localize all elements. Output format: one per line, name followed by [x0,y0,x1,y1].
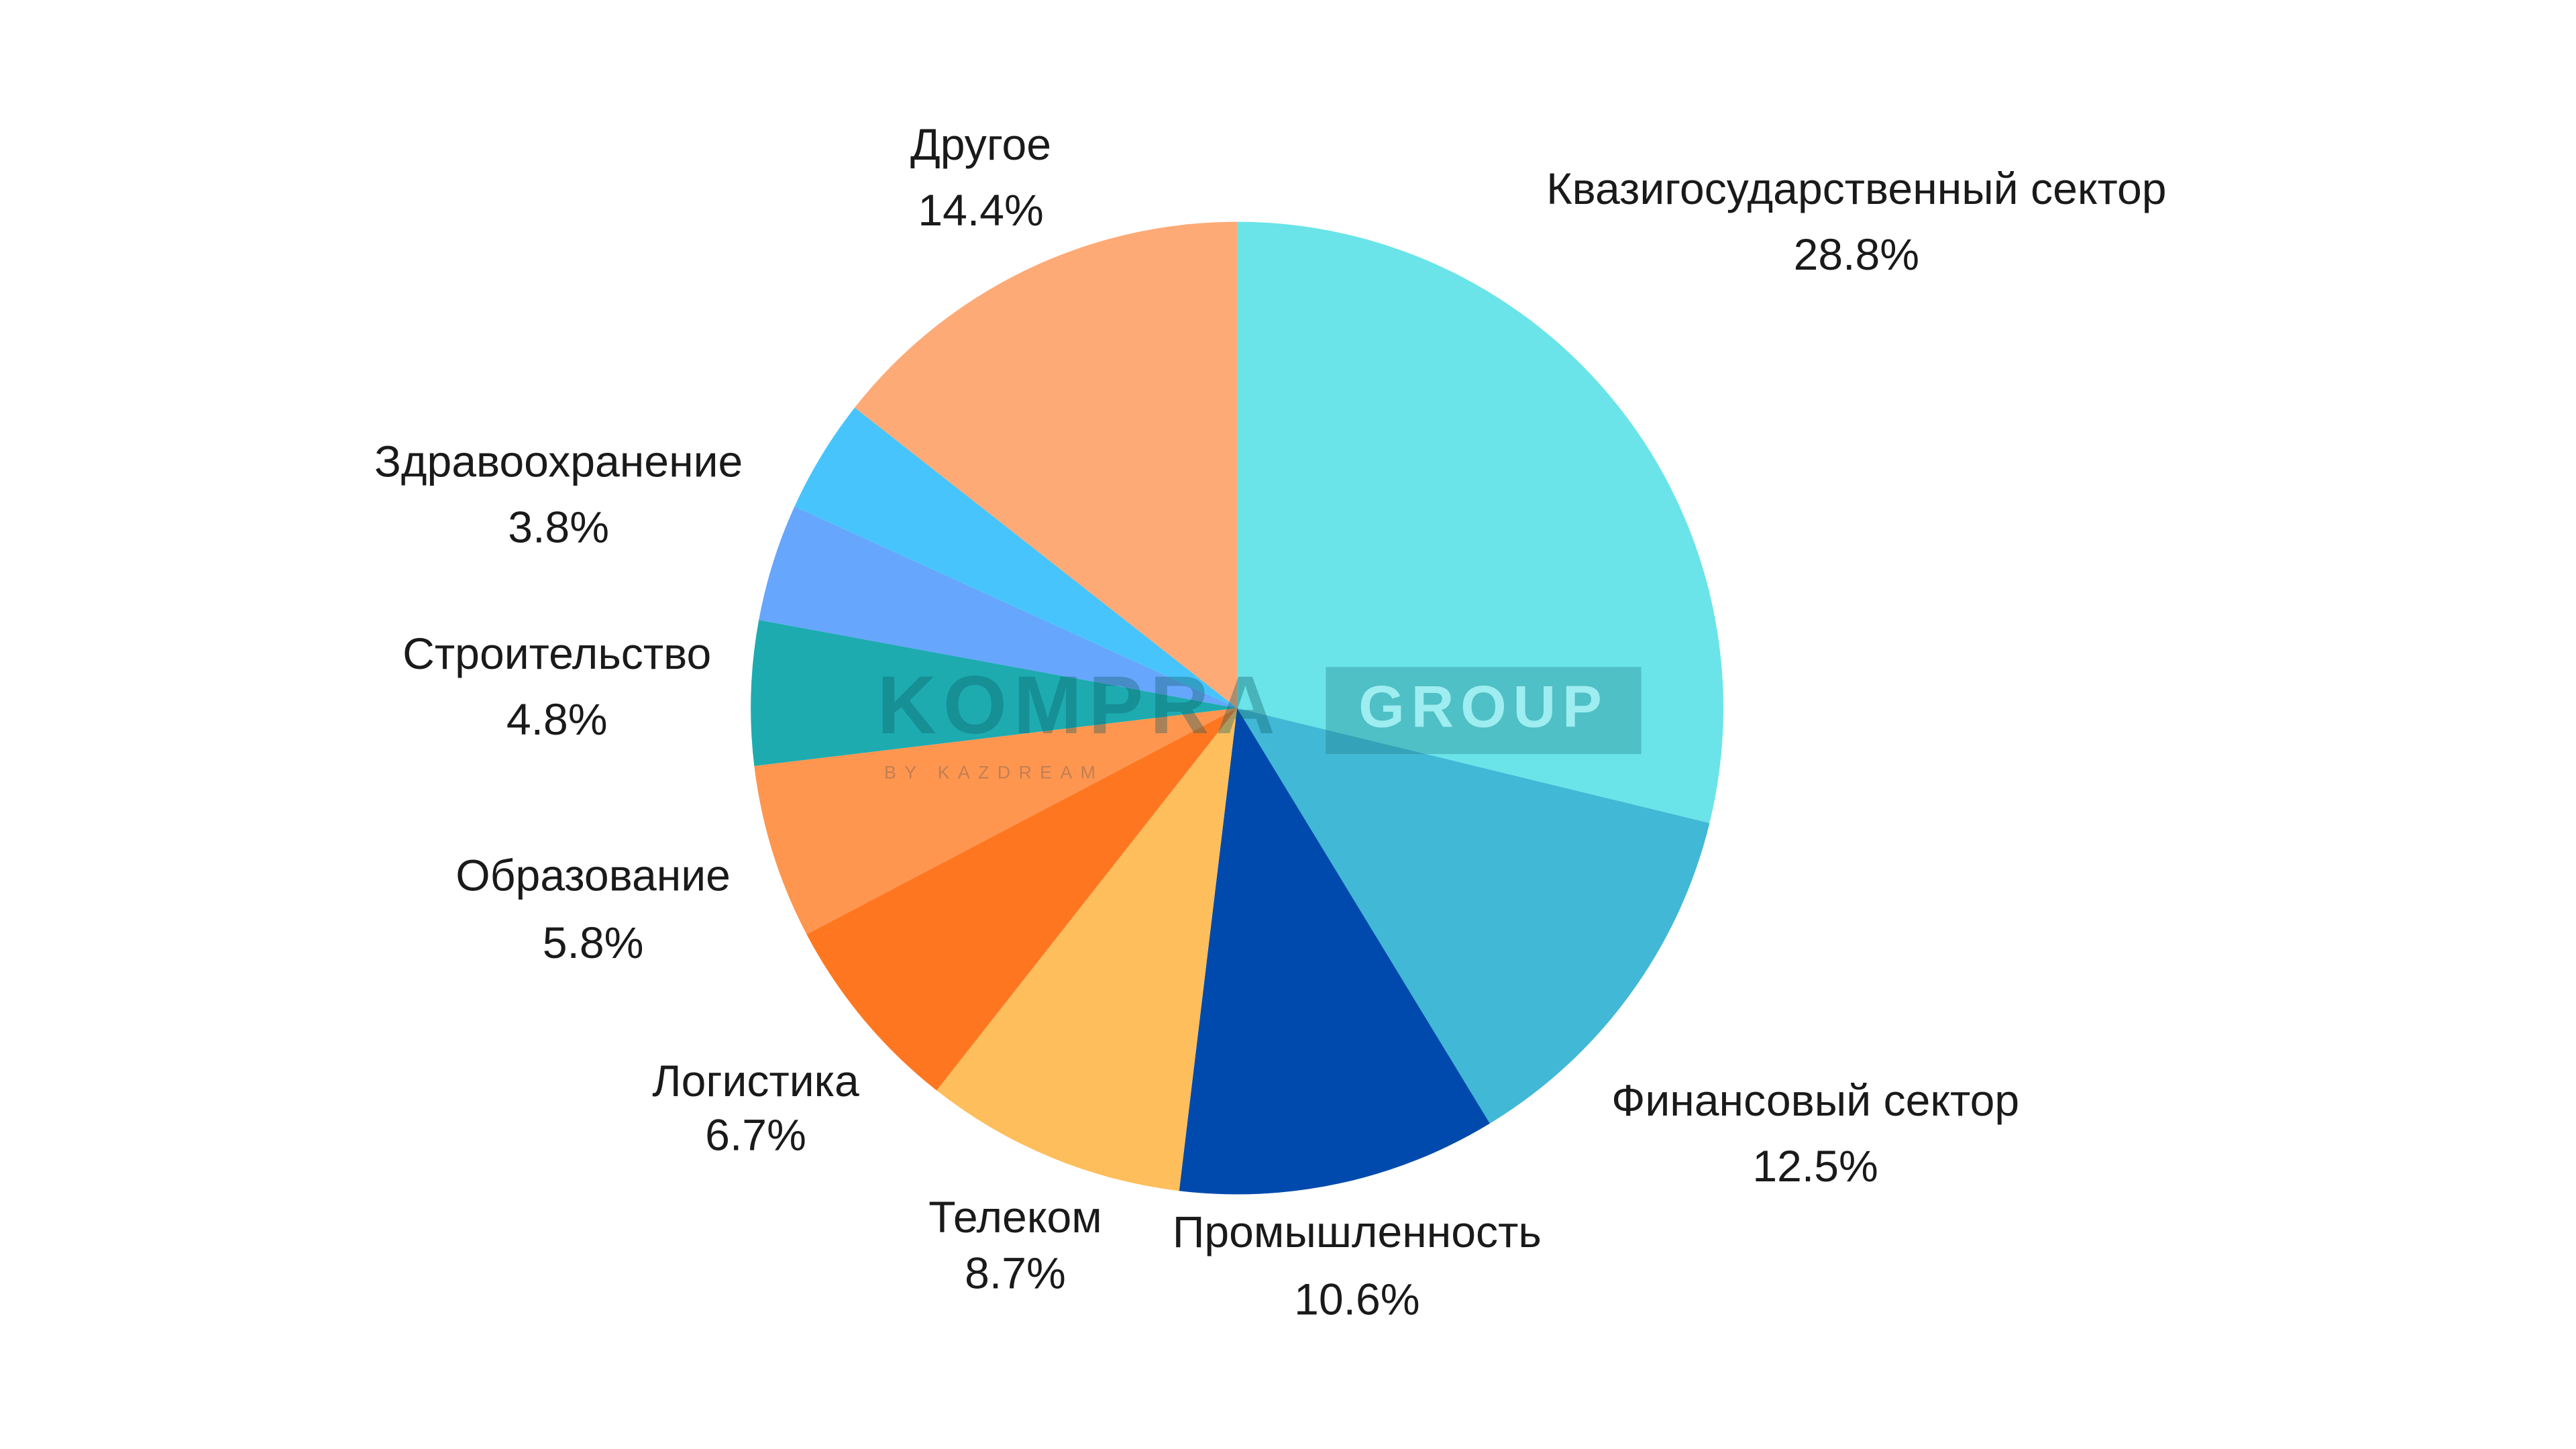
watermark-tagline: BY KAZDREAM [884,763,1104,783]
pie-slice [1237,708,1710,1124]
pie-slice [806,708,1238,1091]
slice-label: Квазигосударственный сектор [1546,164,2166,214]
pie-slice [754,708,1238,934]
slice-label: Строительство [402,629,711,679]
watermark: KOMPRA GROUP BY KAZDREAM [877,659,1642,783]
value-label: 5.8% [543,918,644,968]
pie-slice [759,506,1238,708]
slice-label: Телеком [928,1193,1102,1242]
slice-label: Образование [455,851,731,901]
labels: Квазигосударственный сектор 28.8% Финансов… [374,120,2167,1325]
slice-label: Промышленность [1173,1208,1542,1257]
watermark-box [1326,667,1642,755]
pie-slice [855,221,1238,708]
pie-slice [1237,221,1723,823]
pie-slice [794,407,1238,708]
pie-slice [751,620,1238,766]
watermark-group: GROUP [1358,674,1608,740]
pie [751,221,1723,1195]
value-label: 28.8% [1794,230,1919,280]
value-label: 6.7% [705,1111,806,1161]
slice-label: Логистика [652,1057,859,1106]
slice-label: Другое [910,120,1051,170]
slice-label: Здравоохранение [374,437,743,487]
watermark-brand: KOMPRA [877,659,1282,751]
pie-slice [936,708,1238,1191]
value-label: 12.5% [1752,1142,1878,1191]
value-label: 10.6% [1294,1275,1419,1325]
value-label: 8.7% [965,1248,1066,1298]
value-label: 3.8% [508,502,609,552]
pie-slice [1179,708,1490,1195]
value-label: 4.8% [506,695,608,745]
slice-label: Финансовый сектор [1611,1076,2019,1126]
value-label: 14.4% [918,186,1043,235]
